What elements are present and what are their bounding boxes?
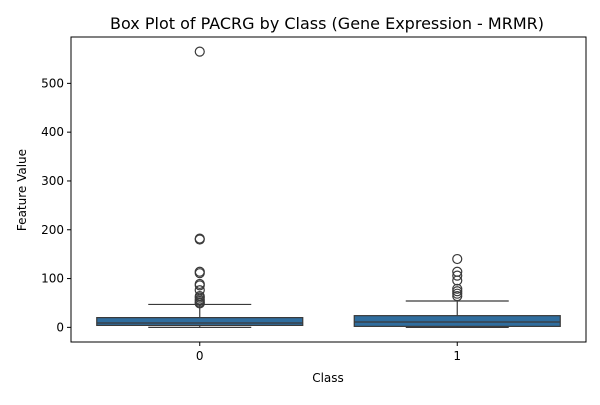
box-group-class-0 — [96, 46, 304, 328]
outlier-point — [452, 253, 463, 265]
y-tick-label: 500 — [41, 76, 64, 90]
y-axis-label: Feature Value — [15, 149, 29, 231]
y-tick-label: 0 — [56, 320, 64, 334]
outlier-point — [452, 286, 463, 297]
outlier-point — [452, 291, 463, 302]
chart-title: Box Plot of PACRG by Class (Gene Express… — [110, 14, 544, 33]
x-tick-label: 1 — [453, 349, 461, 363]
y-tick-label: 100 — [41, 272, 64, 286]
y-tick-label: 400 — [41, 125, 64, 139]
x-tick-label: 0 — [196, 349, 204, 363]
outlier-point — [452, 275, 463, 286]
iqr-box — [96, 317, 304, 327]
outlier-point — [452, 270, 463, 281]
outlier-point — [194, 46, 205, 57]
outlier-point — [452, 283, 463, 294]
plot-area-frame — [70, 36, 587, 343]
outlier-point — [194, 298, 205, 309]
outlier-point — [452, 288, 463, 299]
boxes-layer — [96, 46, 561, 328]
outlier-point — [194, 234, 205, 245]
outlier-point — [194, 280, 205, 291]
box-group-class-1 — [353, 253, 561, 328]
y-axis: 0 100 200 300 400 500 — [41, 76, 71, 334]
y-tick-label: 300 — [41, 174, 64, 188]
x-axis-label: Class — [312, 371, 344, 385]
y-tick-label: 200 — [41, 223, 64, 237]
iqr-box — [353, 315, 561, 327]
outlier-point — [194, 268, 205, 279]
